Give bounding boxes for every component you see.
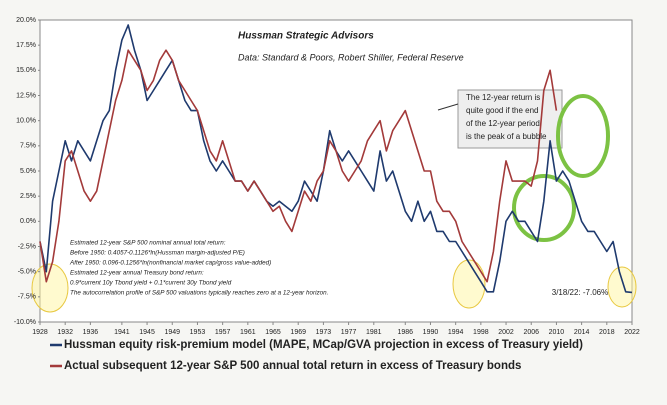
x-tick-label: 1981	[366, 329, 382, 336]
y-tick-label: 5.0%	[20, 168, 36, 175]
chart-subtitle: Data: Standard & Poors, Robert Shiller, …	[238, 52, 464, 62]
note-text: Estimated 12-year annual Treasury bond r…	[70, 270, 204, 277]
x-tick-label: 1994	[448, 329, 464, 336]
x-tick-label: 2022	[624, 329, 640, 336]
x-tick-label: 1941	[114, 329, 130, 336]
y-tick-label: -10.0%	[14, 319, 36, 326]
note-text: Estimated 12-year S&P 500 nominal annual…	[70, 240, 226, 247]
chart-title: Hussman Strategic Advisors	[238, 31, 374, 42]
x-tick-label: 1945	[139, 329, 155, 336]
callout-text: The 12-year return is	[466, 93, 540, 102]
x-tick-label: 1965	[265, 329, 281, 336]
x-tick-label: 1973	[316, 329, 332, 336]
callout-text: is the peak of a bubble	[466, 132, 547, 141]
note-text: Before 1950: 0.4057-0.1126*ln(Hussman ma…	[70, 250, 245, 257]
x-tick-label: 1990	[423, 329, 439, 336]
y-tick-label: 10.0%	[16, 118, 36, 125]
note-text: 0.9*current 10y Tbond yield + 0.1*curren…	[70, 280, 232, 287]
highlight-circle	[31, 263, 69, 313]
x-tick-label: 1928	[32, 329, 48, 336]
y-tick-label: -7.5%	[18, 294, 36, 301]
y-tick-label: -5.0%	[18, 269, 36, 276]
x-tick-label: 2014	[574, 329, 590, 336]
highlight-circle	[452, 259, 486, 309]
y-tick-label: 15.0%	[16, 67, 36, 74]
callout-box	[457, 89, 563, 149]
y-tick-label: 17.5%	[16, 42, 36, 49]
callout-text: of the 12-year period	[466, 119, 540, 128]
y-tick-label: 20.0%	[16, 17, 36, 24]
last-value-label: 3/18/22: -7.06%	[552, 288, 608, 297]
x-tick-label: 1977	[341, 329, 357, 336]
highlight-circle	[607, 266, 637, 308]
x-tick-label: 1986	[397, 329, 413, 336]
x-tick-label: 2018	[599, 329, 615, 336]
x-tick-label: 1949	[164, 329, 180, 336]
x-tick-label: 2002	[498, 329, 514, 336]
highlight-ring	[556, 94, 610, 178]
legend-label: Actual subsequent 12-year S&P 500 annual…	[64, 360, 521, 372]
x-tick-label: 2010	[549, 329, 565, 336]
highlight-ring	[512, 174, 576, 242]
x-tick-label: 2006	[523, 329, 539, 336]
y-tick-label: -2.5%	[18, 243, 36, 250]
callout-arrow	[437, 103, 459, 111]
y-tick-label: 7.5%	[20, 143, 36, 150]
x-tick-label: 1932	[57, 329, 73, 336]
x-tick-label: 1969	[290, 329, 306, 336]
note-text: After 1950: 0.096-0.1256*ln(nonfinancial…	[69, 260, 271, 267]
series-line	[39, 49, 558, 283]
x-tick-label: 1953	[190, 329, 206, 336]
note-text: The autocorrelation profile of S&P 500 v…	[70, 290, 328, 297]
x-tick-label: 1936	[83, 329, 99, 336]
plot-area	[39, 19, 633, 323]
y-tick-label: 12.5%	[16, 92, 36, 99]
y-tick-label: 0.0%	[20, 218, 36, 225]
x-tick-label: 1998	[473, 329, 489, 336]
y-tick-label: 2.5%	[20, 193, 36, 200]
x-tick-label: 1957	[215, 329, 231, 336]
legend-label: Hussman equity risk-premium model (MAPE,…	[64, 339, 583, 351]
x-tick-label: 1961	[240, 329, 256, 336]
callout-text: quite good if the end	[466, 106, 539, 115]
